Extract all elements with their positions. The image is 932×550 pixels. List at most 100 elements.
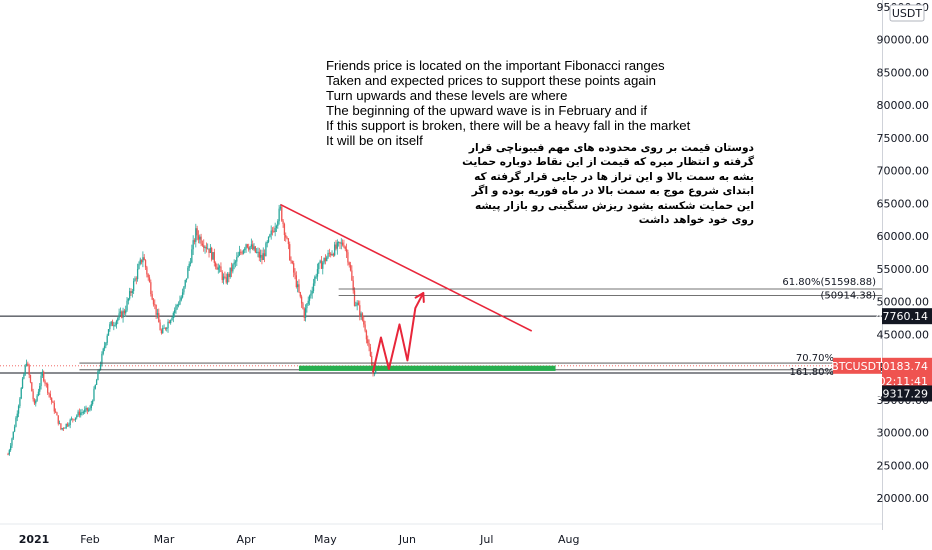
candle-body [65, 423, 67, 428]
candle-body [337, 242, 340, 243]
candle-body [126, 300, 128, 311]
candle-body [176, 305, 178, 306]
price-tag-last-bg [882, 357, 932, 374]
candle-body [115, 320, 118, 325]
candle-body [191, 249, 193, 263]
candle-body [13, 426, 16, 432]
annotation-fa-line: این حمایت شکسته بشود ریزش سنگینی رو بازا… [474, 199, 754, 212]
candle-body [262, 253, 264, 260]
candle-body [218, 266, 221, 268]
candle-body [131, 291, 133, 293]
candle-body [323, 257, 325, 263]
candle-body [27, 363, 29, 366]
candle-body [250, 244, 253, 247]
drawings: 61.80%(51598.88) (50914.38) 70.70% 161.80% [79, 203, 882, 378]
candle-body [57, 415, 59, 424]
candle-body [170, 320, 172, 324]
candle-body [159, 322, 161, 331]
candle-body [142, 257, 144, 263]
candle-body [279, 206, 282, 209]
candle-body [180, 297, 182, 301]
x-tick-label: 2021 [19, 533, 50, 546]
candle-body [103, 345, 106, 349]
price-axis-bg [882, 0, 932, 530]
candle-body [70, 418, 73, 420]
candle-body [23, 374, 25, 379]
candle-body [146, 267, 148, 275]
candle-body [134, 278, 136, 282]
candle-body [117, 318, 119, 321]
candle-body [114, 324, 116, 326]
candle-body [35, 400, 37, 404]
candle-body [138, 263, 140, 270]
candle-body [53, 402, 55, 412]
candle-body [163, 327, 165, 329]
candle-body [94, 384, 96, 389]
candle-body [184, 280, 186, 287]
candle-body [360, 313, 362, 316]
y-tick-label: 85000.00 [877, 66, 930, 79]
candle-body [238, 251, 241, 256]
annotation-fa-line: بشه به سمت بالا و این تراز ها در جایی قر… [474, 170, 754, 183]
candle-body [326, 257, 328, 262]
candle-body [234, 261, 237, 263]
candle-body [43, 371, 45, 381]
candle-body [304, 308, 307, 318]
candle-body [293, 263, 295, 273]
candle-body [246, 244, 249, 248]
x-tick-label: May [314, 533, 337, 546]
candle-body [119, 311, 122, 314]
candle-body [241, 252, 243, 254]
candle-body [29, 375, 32, 383]
candle-body [74, 417, 77, 420]
fib-label-161-8: 161.80% [790, 367, 835, 378]
candle-body [192, 240, 194, 250]
candle-body [95, 380, 98, 385]
candle-body [236, 257, 238, 262]
candle-body [50, 397, 53, 402]
candle-body [324, 257, 327, 262]
candle-body [245, 244, 247, 249]
symbol-badge-bg [833, 357, 881, 374]
candle-body [183, 286, 185, 293]
support-zone [298, 365, 556, 371]
candle-body [213, 252, 215, 263]
candle-body [61, 428, 63, 430]
candle-body [217, 267, 219, 270]
candle-body [47, 383, 49, 393]
annotation-fa-line: دوستان قیمت بر روی محدوده های مهم فیبونا… [468, 142, 754, 154]
candle-body [195, 228, 197, 242]
candle-body [285, 235, 287, 238]
candle-body [121, 311, 123, 318]
candle-body [364, 324, 366, 331]
candle-body [150, 282, 152, 295]
candle-body [295, 275, 297, 288]
candle-body [122, 310, 124, 318]
candle-body [28, 365, 30, 376]
candle-body [318, 262, 320, 270]
candle-body [144, 260, 147, 268]
candle-body [339, 242, 341, 244]
candle-body [17, 406, 20, 414]
candle-body [349, 264, 352, 271]
candle-body [229, 267, 231, 277]
candle-body [125, 310, 127, 314]
candle-body [203, 245, 205, 248]
countdown-tag: 02:11:41 [879, 375, 928, 388]
candle-body [41, 371, 44, 376]
candle-body [148, 277, 151, 283]
x-tick-label: Mar [154, 533, 175, 546]
candle-body [196, 228, 198, 236]
candle-body [81, 412, 83, 414]
candle-body [303, 308, 305, 318]
y-tick-label: 80000.00 [877, 99, 930, 112]
candle-body [158, 313, 160, 323]
candle-body [345, 249, 348, 253]
candle-body [77, 411, 79, 416]
candle-body [371, 355, 373, 366]
candle-body [45, 383, 48, 385]
candle-body [222, 276, 225, 281]
candle-body [69, 419, 71, 426]
